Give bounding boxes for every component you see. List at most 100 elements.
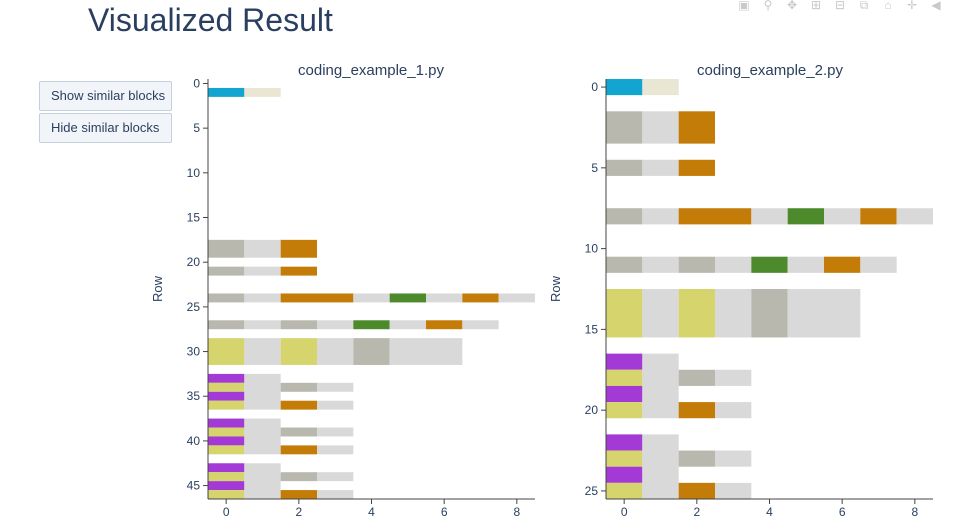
heatmap-cell (715, 450, 752, 467)
heatmap-cell (426, 293, 463, 303)
heatmap-cell (280, 490, 317, 499)
chart-title: coding_example_2.py (697, 62, 843, 79)
heatmap-cell (208, 293, 245, 303)
heatmap-cell (317, 472, 354, 482)
y-tick-label: 10 (187, 166, 201, 180)
x-tick-label: 0 (621, 505, 628, 519)
heatmap-cell (824, 256, 861, 273)
heatmap-cell (462, 320, 499, 330)
heatmap-cell (317, 427, 354, 437)
heatmap-cell (208, 382, 245, 392)
heatmap-cell (715, 256, 752, 273)
heatmap-cell (208, 391, 245, 401)
x-tick-label: 4 (368, 505, 375, 519)
y-tick-label: 40 (187, 434, 201, 448)
heatmap-cell (317, 445, 354, 455)
heatmap-cell (208, 445, 245, 455)
y-tick-label: 45 (187, 479, 201, 493)
heatmap-cell (353, 338, 390, 365)
heatmap-cell (860, 256, 897, 273)
reset-axes-icon[interactable]: ⌂ (884, 0, 892, 12)
heatmap-cell (606, 434, 643, 451)
heatmap-cell (715, 289, 752, 338)
zoom-in-icon[interactable]: ⊞ (810, 0, 822, 12)
heatmap-cell (606, 466, 643, 483)
x-tick-label: 0 (223, 505, 230, 519)
heatmap-cell (244, 293, 281, 303)
heatmap-cell (606, 159, 643, 176)
heatmap-cell (317, 490, 354, 499)
heatmap-cell (208, 436, 245, 446)
heatmap-cell (208, 427, 245, 437)
heatmap-cell (678, 450, 715, 467)
y-tick-label: 0 (193, 76, 200, 90)
hide-similar-blocks-button[interactable]: Hide similar blocks (39, 113, 172, 143)
heatmap-cell (787, 289, 861, 338)
heatmap-cell (498, 293, 535, 303)
heatmap-cell (280, 427, 317, 437)
heatmap-cell (389, 293, 426, 303)
heatmap-cell (642, 208, 679, 225)
heatmap-cell (244, 320, 281, 330)
zoom-out-icon[interactable]: ⊟ (834, 0, 846, 12)
chart-panel-1: 0 2 4 6 8 0 5 10 15 20 25 30 35 40 45 coding_example_1.… (150, 62, 535, 519)
heatmap-cell (715, 402, 752, 419)
heatmap-cell (208, 463, 245, 473)
x-tick-label: 8 (513, 505, 520, 519)
camera-icon[interactable]: ▣ (738, 0, 750, 12)
heatmap-cell (787, 208, 824, 225)
heatmap-cell (280, 472, 317, 482)
heatmap-cell (606, 402, 643, 419)
autoscale-icon[interactable]: ⧉ (859, 0, 869, 12)
heatmap-cell (317, 320, 354, 330)
y-axis-label: Row (150, 275, 165, 302)
heatmap-cell (280, 338, 317, 365)
y-axis-label: Row (548, 275, 563, 302)
heatmap-cell (606, 208, 643, 225)
heatmap-cell (244, 463, 281, 499)
heatmap-cell (642, 79, 679, 96)
heatmap-cell (280, 382, 317, 392)
heatmap-cell (353, 320, 390, 330)
heatmap-cell (208, 87, 245, 97)
heatmap-cell (426, 320, 463, 330)
y-tick-label: 25 (585, 484, 599, 498)
hover-closest-icon[interactable]: ◀ (931, 0, 941, 12)
x-tick-label: 8 (911, 505, 918, 519)
heatmap-cell (244, 87, 281, 97)
heatmap-cell (280, 445, 317, 455)
heatmap-cell (208, 481, 245, 491)
heatmap-cell (208, 266, 245, 276)
heatmap-cell (244, 266, 281, 276)
heatmap-cell (896, 208, 933, 225)
heatmap-cell (606, 353, 643, 370)
y-tick-label: 30 (187, 345, 201, 359)
heatmap-cell (606, 385, 643, 403)
x-tick-label: 6 (839, 505, 846, 519)
zoom-icon[interactable]: ⚲ (763, 0, 773, 12)
heatmap-cell (715, 482, 752, 499)
spike-lines-icon[interactable]: ✛ (906, 0, 918, 12)
heatmap-cell (606, 289, 643, 338)
heatmap-cell (280, 400, 317, 410)
heatmap-cell (678, 159, 715, 176)
heatmap-cell (280, 266, 317, 276)
y-tick-label: 15 (187, 211, 201, 225)
heatmap-cell (678, 208, 752, 225)
heatmap-cell (606, 482, 643, 499)
heatmap-cell (606, 256, 643, 273)
x-tick-label: 6 (441, 505, 448, 519)
heatmap-cell (787, 256, 824, 273)
heatmap-cell (860, 208, 897, 225)
heatmap-cell (606, 450, 643, 467)
show-similar-blocks-button[interactable]: Show similar blocks (39, 81, 172, 111)
heatmap-cell (678, 482, 715, 499)
heatmap-cell (751, 256, 788, 273)
heatmap-cell (208, 472, 245, 482)
heatmap-cell (606, 111, 643, 144)
plot-modebar: ▣ ⚲ ✥ ⊞ ⊟ ⧉ ⌂ ✛ ◀ (732, 0, 948, 12)
heatmap-cell (208, 418, 245, 428)
y-tick-label: 10 (585, 242, 599, 256)
heatmap-cell (678, 402, 715, 419)
pan-icon[interactable]: ✥ (786, 0, 798, 12)
